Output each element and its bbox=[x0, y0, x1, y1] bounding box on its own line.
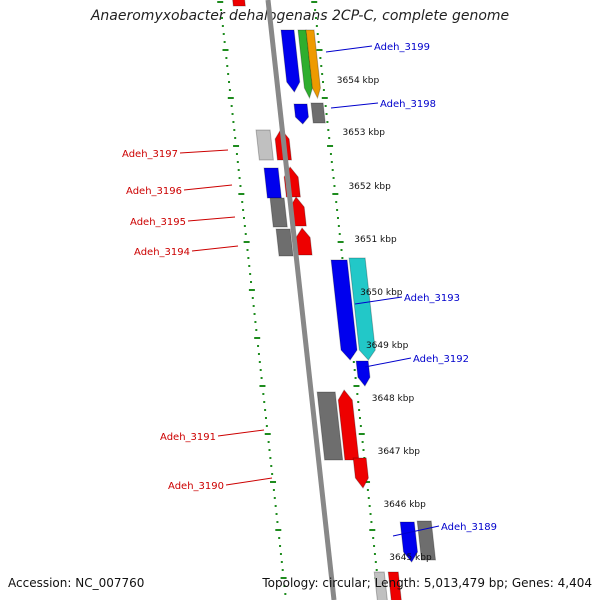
gene-feature-adeh-3194-gray[interactable] bbox=[275, 228, 294, 257]
gene-label-leader bbox=[191, 245, 239, 252]
gene-label-leader bbox=[392, 525, 440, 537]
gene-label-adeh-3198[interactable]: Adeh_3198 bbox=[380, 99, 436, 110]
gene-feature-adeh-3192-blue[interactable] bbox=[355, 360, 371, 387]
gene-label-adeh-3192[interactable]: Adeh_3192 bbox=[413, 354, 469, 365]
gene-feature-bottom-red[interactable] bbox=[387, 571, 403, 600]
gene-feature-adeh-3190-red[interactable] bbox=[352, 457, 369, 489]
accession-text: Accession: NC_007760 bbox=[8, 576, 145, 590]
gene-label-adeh-3195[interactable]: Adeh_3195 bbox=[130, 217, 186, 228]
kbp-label: 3650 kbp bbox=[360, 288, 403, 298]
gene-feature-green[interactable] bbox=[297, 29, 314, 100]
gene-feature-adeh-3196-blue[interactable] bbox=[263, 167, 282, 199]
gene-label-leader bbox=[330, 102, 379, 109]
gene-label-leader bbox=[325, 45, 373, 53]
kbp-labels: 3654 kbp 3653 kbp 3652 kbp 3651 kbp 3650 kbp… bbox=[337, 76, 432, 563]
gene-feature-orange[interactable] bbox=[305, 29, 322, 100]
gene-label-leader bbox=[364, 357, 412, 368]
kbp-label: 3646 kbp bbox=[383, 500, 426, 510]
gene-features bbox=[231, 0, 437, 600]
kbp-label: 3648 kbp bbox=[372, 394, 415, 404]
gene-label-leader bbox=[187, 216, 236, 222]
gene-feature-adeh-3197-lightgray[interactable] bbox=[255, 129, 274, 161]
gene-label-adeh-3196[interactable]: Adeh_3196 bbox=[126, 186, 182, 197]
gene-label-adeh-3194[interactable]: Adeh_3194 bbox=[134, 247, 190, 258]
gene-feature-adeh-3194-red[interactable] bbox=[295, 227, 313, 256]
genome-backbone bbox=[265, 0, 337, 600]
gene-feature-bottom-lightgray[interactable] bbox=[373, 571, 389, 600]
gene-feature-adeh-3193-blue[interactable] bbox=[330, 259, 358, 361]
gene-label-adeh-3191[interactable]: Adeh_3191 bbox=[160, 432, 216, 443]
gene-feature-adeh-3193-cyan[interactable] bbox=[348, 257, 376, 361]
kbp-label: 3653 kbp bbox=[343, 128, 386, 138]
gene-label-adeh-3197[interactable]: Adeh_3197 bbox=[122, 149, 178, 160]
gene-feature-adeh-3195-gray[interactable] bbox=[269, 197, 288, 228]
kbp-label: 3652 kbp bbox=[348, 182, 391, 192]
kbp-label: 3645 kbp bbox=[389, 553, 432, 563]
gene-feature-red-top[interactable] bbox=[231, 0, 246, 7]
gene-label-leader bbox=[225, 477, 273, 486]
gene-feature-adeh-3189-gray[interactable] bbox=[416, 520, 437, 561]
kbp-label: 3651 kbp bbox=[354, 235, 397, 245]
gene-feature-adeh-3199-blue[interactable] bbox=[280, 29, 301, 93]
map-title: Anaeromyxobacter dehalogenans 2CP-C, com… bbox=[90, 8, 510, 24]
gene-label-adeh-3190[interactable]: Adeh_3190 bbox=[168, 481, 224, 492]
topology-text: Topology: circular; Length: 5,013,479 bp… bbox=[262, 576, 592, 590]
gene-feature-adeh-3198-blue[interactable] bbox=[293, 103, 309, 125]
gene-label-leader bbox=[217, 429, 265, 437]
gene-label-leader bbox=[354, 296, 403, 305]
gene-label-adeh-3199[interactable]: Adeh_3199 bbox=[374, 42, 430, 53]
gene-label-leader bbox=[183, 184, 233, 191]
gene-labels: Adeh_3199 Adeh_3198 Adeh_3197 Adeh_3196 Adeh… bbox=[122, 42, 497, 537]
gene-feature-adeh-3191-red[interactable] bbox=[337, 389, 360, 461]
gene-feature-adeh-3198-gray[interactable] bbox=[310, 102, 326, 124]
gene-label-leader bbox=[179, 149, 229, 154]
gene-label-adeh-3193[interactable]: Adeh_3193 bbox=[404, 293, 460, 304]
kbp-label: 3647 kbp bbox=[378, 447, 421, 457]
gene-label-adeh-3189[interactable]: Adeh_3189 bbox=[441, 522, 497, 533]
kbp-label: 3654 kbp bbox=[337, 76, 380, 86]
gene-feature-adeh-3191-gray[interactable] bbox=[316, 391, 344, 461]
kbp-label: 3649 kbp bbox=[366, 341, 409, 351]
